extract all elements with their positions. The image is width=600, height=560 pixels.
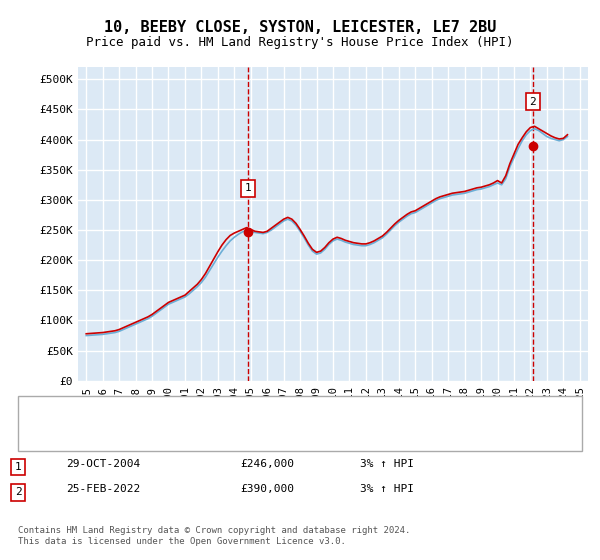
Text: 1: 1 <box>245 184 251 193</box>
Text: 3% ↑ HPI: 3% ↑ HPI <box>360 459 414 469</box>
Text: 29-OCT-2004: 29-OCT-2004 <box>66 459 140 469</box>
Text: 10, BEEBY CLOSE, SYSTON, LEICESTER, LE7 2BU: 10, BEEBY CLOSE, SYSTON, LEICESTER, LE7 … <box>104 20 496 35</box>
Text: Contains HM Land Registry data © Crown copyright and database right 2024.
This d: Contains HM Land Registry data © Crown c… <box>18 526 410 546</box>
Text: £390,000: £390,000 <box>240 484 294 494</box>
Text: HPI: Average price, detached house, Charnwood: HPI: Average price, detached house, Char… <box>78 431 359 440</box>
Text: 2: 2 <box>530 96 536 106</box>
Text: ——: —— <box>36 404 53 418</box>
Text: £246,000: £246,000 <box>240 459 294 469</box>
Text: 3% ↑ HPI: 3% ↑ HPI <box>360 484 414 494</box>
Text: Price paid vs. HM Land Registry's House Price Index (HPI): Price paid vs. HM Land Registry's House … <box>86 36 514 49</box>
Text: 1: 1 <box>14 462 22 472</box>
Text: 2: 2 <box>14 487 22 497</box>
Text: 10, BEEBY CLOSE, SYSTON, LEICESTER, LE7 2BU (detached house): 10, BEEBY CLOSE, SYSTON, LEICESTER, LE7 … <box>78 407 453 416</box>
Text: ——: —— <box>36 428 53 442</box>
Text: 25-FEB-2022: 25-FEB-2022 <box>66 484 140 494</box>
